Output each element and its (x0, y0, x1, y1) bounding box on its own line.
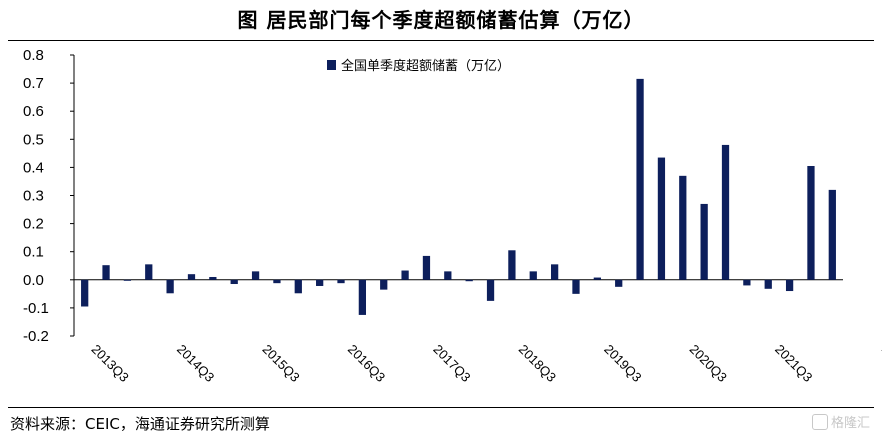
bar (230, 279, 238, 285)
bar (615, 279, 623, 287)
y-tick-label: 0.2 (23, 216, 44, 233)
y-tick-label: 0.1 (23, 244, 44, 261)
bar (102, 265, 110, 280)
y-tick-label: 0.7 (23, 75, 44, 92)
bar (316, 279, 324, 286)
x-tick-label: 2014Q3 (174, 342, 217, 385)
bar (743, 279, 751, 286)
bar (380, 279, 388, 290)
title-divider (8, 40, 874, 41)
x-tick-label: 2013Q3 (89, 342, 132, 385)
bar (636, 78, 644, 280)
source-note: 资料来源：CEIC，海通证券研究所测算 (10, 415, 270, 433)
x-tick-label: 2018Q3 (516, 342, 559, 385)
y-tick-label: 0.4 (23, 159, 44, 176)
y-tick-label: 0.3 (23, 188, 44, 205)
bar (572, 279, 580, 294)
bar (764, 279, 772, 289)
y-tick-label: 0.5 (23, 131, 44, 148)
y-tick-label: -0.1 (23, 300, 49, 317)
bar (145, 264, 153, 280)
bar (123, 279, 132, 281)
bar (679, 175, 687, 280)
x-tick-label: 2016Q3 (345, 342, 388, 385)
bar (700, 203, 708, 280)
source-divider (8, 407, 874, 408)
bar (807, 165, 815, 280)
y-tick-label: -0.2 (23, 328, 49, 345)
x-tick-label: 2020Q3 (687, 342, 730, 385)
x-tick-label: 2019Q3 (601, 342, 644, 385)
legend-label: 全国单季度超额储蓄（万亿） (341, 58, 510, 74)
bar (486, 279, 495, 301)
bar (358, 279, 367, 315)
bar (166, 279, 174, 294)
chart-title: 图 居民部门每个季度超额储蓄估算（万亿） (237, 8, 645, 32)
y-tick-label: 0.8 (23, 47, 44, 64)
bar (337, 279, 345, 284)
y-tick-label: 0.0 (23, 272, 44, 289)
bar (785, 279, 794, 292)
bar (209, 276, 217, 280)
watermark: 格隆汇 (811, 414, 870, 434)
x-tick-label: 2017Q3 (430, 342, 473, 385)
bar (828, 189, 836, 280)
bar (187, 274, 196, 280)
bar (593, 277, 601, 280)
bar (508, 250, 516, 280)
bar (465, 279, 473, 282)
bar (251, 271, 260, 280)
bar (273, 279, 281, 284)
watermark-logo-icon (811, 414, 828, 430)
y-tick-label: 0.6 (23, 103, 44, 120)
bar (81, 279, 89, 307)
bar (550, 264, 559, 280)
bar (294, 279, 302, 294)
bar (444, 271, 452, 280)
bar (529, 271, 537, 280)
bar (721, 144, 730, 280)
x-tick-label: 2015Q3 (259, 342, 302, 385)
bar (657, 157, 666, 280)
bar (401, 270, 409, 280)
bar (422, 255, 431, 280)
x-tick-label: 2021Q3 (772, 342, 815, 385)
legend-swatch (327, 60, 336, 70)
watermark-text: 格隆汇 (830, 416, 870, 431)
